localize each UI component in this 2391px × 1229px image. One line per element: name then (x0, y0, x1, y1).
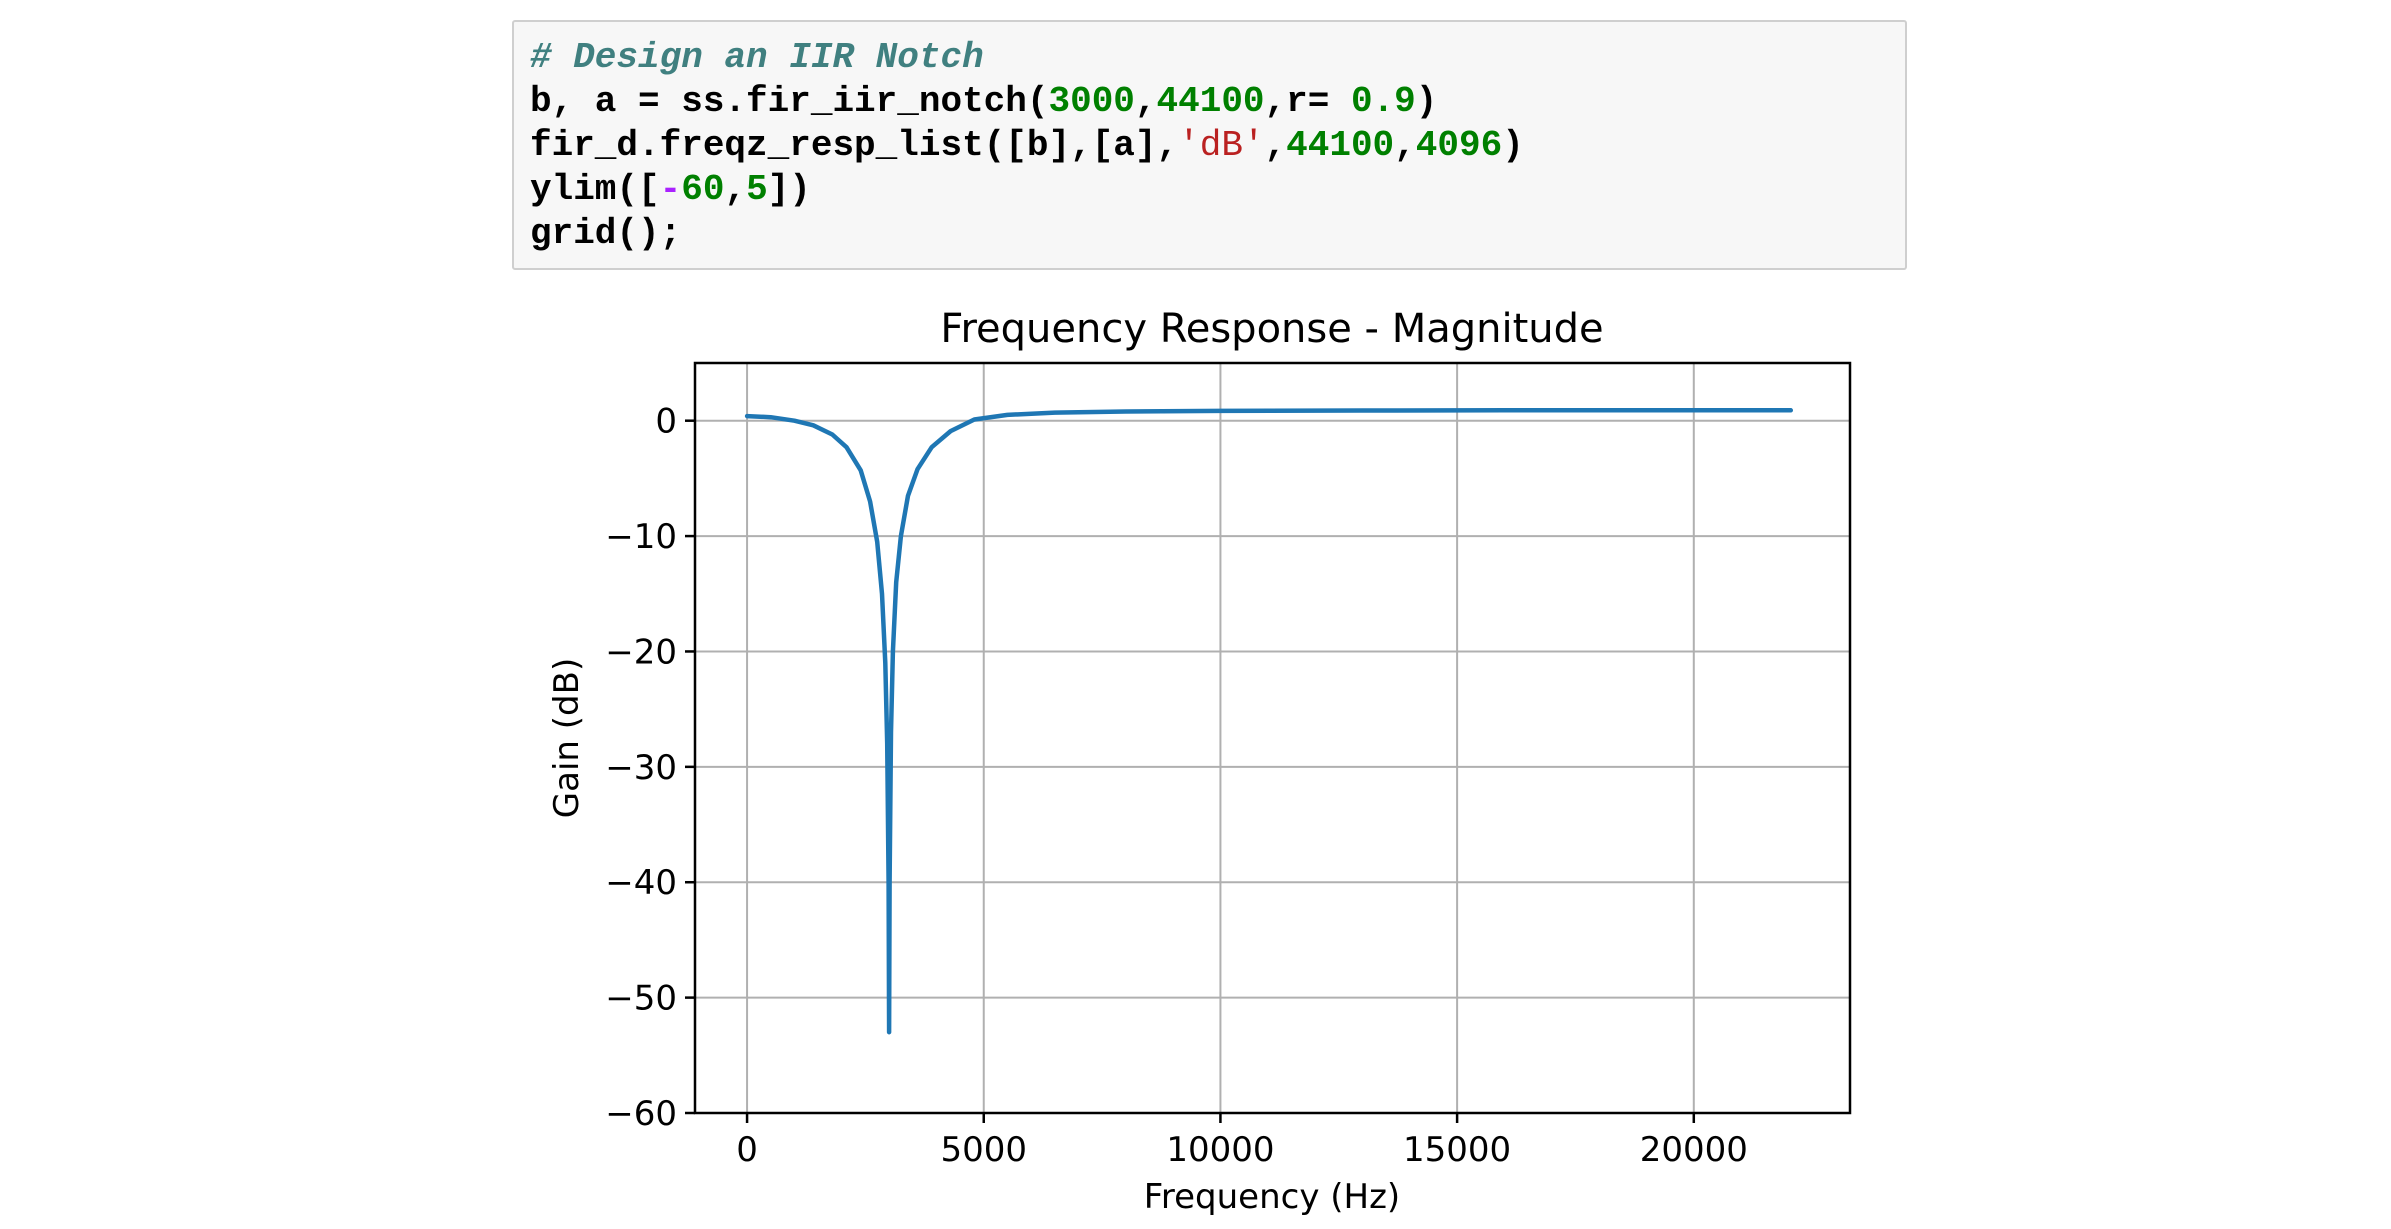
code-token-plain: grid(); (530, 213, 682, 254)
code-token-num: 44100 (1286, 125, 1395, 166)
series-line (744, 408, 1794, 1035)
x-tick-label: 5000 (940, 1130, 1027, 1170)
x-tick-label: 10000 (1166, 1130, 1274, 1170)
series-layer (744, 408, 1794, 1035)
x-axis-label: Frequency (Hz) (1144, 1177, 1400, 1217)
y-tick-label: −40 (605, 863, 677, 903)
code-token-plain: ,r= (1264, 81, 1351, 122)
code-line: ylim([-60,5]) (530, 168, 1524, 212)
y-tick-label: −30 (605, 748, 677, 788)
code-token-plain: , (724, 169, 747, 210)
code-token-plain: b, a = ss.fir_iir_notch( (530, 81, 1049, 122)
axes-frame (693, 361, 1852, 1115)
code-token-plain: ) (1502, 125, 1524, 166)
tick-layer: 0 5000 10000 15000 20000 0 −10 −20 −30 −40 −50 −60 (605, 402, 1748, 1170)
y-tick-label: −60 (605, 1094, 677, 1134)
chart-title: Frequency Response - Magnitude (940, 306, 1603, 352)
code-token-str: 'dB' (1178, 125, 1265, 166)
code-token-plain: ) (1415, 81, 1438, 122)
code-token-num: 5 (746, 169, 768, 210)
code-token-op: - (659, 169, 682, 210)
code-token-plain: , (1134, 81, 1157, 122)
code-token-plain: , (1264, 125, 1287, 166)
code-editor[interactable]: # Design an IIR Notch b, a = ss.fir_iir_n… (530, 36, 1524, 256)
code-token-comment: # Design an IIR Notch (530, 37, 984, 78)
code-token-num: 4096 (1415, 125, 1503, 166)
x-tick-label: 20000 (1640, 1130, 1748, 1170)
code-token-plain: , (1394, 125, 1416, 166)
code-token-num: 44100 (1156, 81, 1265, 122)
code-token-num: 60 (681, 169, 725, 210)
y-tick-label: −50 (605, 979, 677, 1019)
y-tick-label: 0 (655, 402, 677, 442)
code-line: # Design an IIR Notch (530, 36, 1524, 80)
code-token-num: 3000 (1048, 81, 1135, 122)
x-tick-label: 0 (736, 1130, 758, 1170)
code-token-plain: ]) (767, 169, 811, 210)
code-line: fir_d.freqz_resp_list([b],[a],'dB',44100… (530, 124, 1524, 168)
code-cell[interactable]: # Design an IIR Notch b, a = ss.fir_iir_n… (512, 20, 1907, 270)
y-tick-label: −10 (605, 517, 677, 557)
code-line: b, a = ss.fir_iir_notch(3000,44100,r= 0.… (530, 80, 1524, 124)
code-token-plain: fir_d.freqz_resp_list([b],[a], (530, 125, 1179, 166)
code-token-num: 0.9 (1350, 81, 1416, 122)
grid-lines (695, 363, 1850, 1114)
code-line: grid(); (530, 212, 1524, 256)
y-axis-label: Gain (dB) (547, 658, 587, 818)
code-token-plain: ylim([ (530, 169, 660, 210)
x-tick-label: 15000 (1403, 1130, 1511, 1170)
y-tick-label: −20 (605, 632, 677, 672)
